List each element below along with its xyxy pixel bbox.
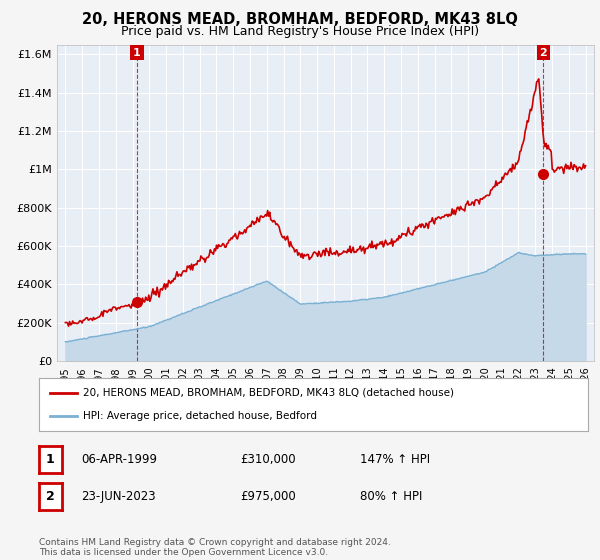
Text: 23-JUN-2023: 23-JUN-2023 bbox=[81, 489, 155, 503]
Text: Contains HM Land Registry data © Crown copyright and database right 2024.
This d: Contains HM Land Registry data © Crown c… bbox=[39, 538, 391, 557]
Text: Price paid vs. HM Land Registry's House Price Index (HPI): Price paid vs. HM Land Registry's House … bbox=[121, 25, 479, 38]
Text: 1: 1 bbox=[46, 453, 55, 466]
Text: HPI: Average price, detached house, Bedford: HPI: Average price, detached house, Bedf… bbox=[83, 411, 317, 421]
Text: 20, HERONS MEAD, BROMHAM, BEDFORD, MK43 8LQ (detached house): 20, HERONS MEAD, BROMHAM, BEDFORD, MK43 … bbox=[83, 388, 454, 398]
Text: 06-APR-1999: 06-APR-1999 bbox=[81, 453, 157, 466]
Text: 1: 1 bbox=[133, 48, 141, 58]
Text: £975,000: £975,000 bbox=[240, 489, 296, 503]
Text: £310,000: £310,000 bbox=[240, 453, 296, 466]
Text: 80% ↑ HPI: 80% ↑ HPI bbox=[360, 489, 422, 503]
Text: 20, HERONS MEAD, BROMHAM, BEDFORD, MK43 8LQ: 20, HERONS MEAD, BROMHAM, BEDFORD, MK43 … bbox=[82, 12, 518, 27]
Text: 2: 2 bbox=[46, 489, 55, 503]
Text: 2: 2 bbox=[539, 48, 547, 58]
Text: 147% ↑ HPI: 147% ↑ HPI bbox=[360, 453, 430, 466]
